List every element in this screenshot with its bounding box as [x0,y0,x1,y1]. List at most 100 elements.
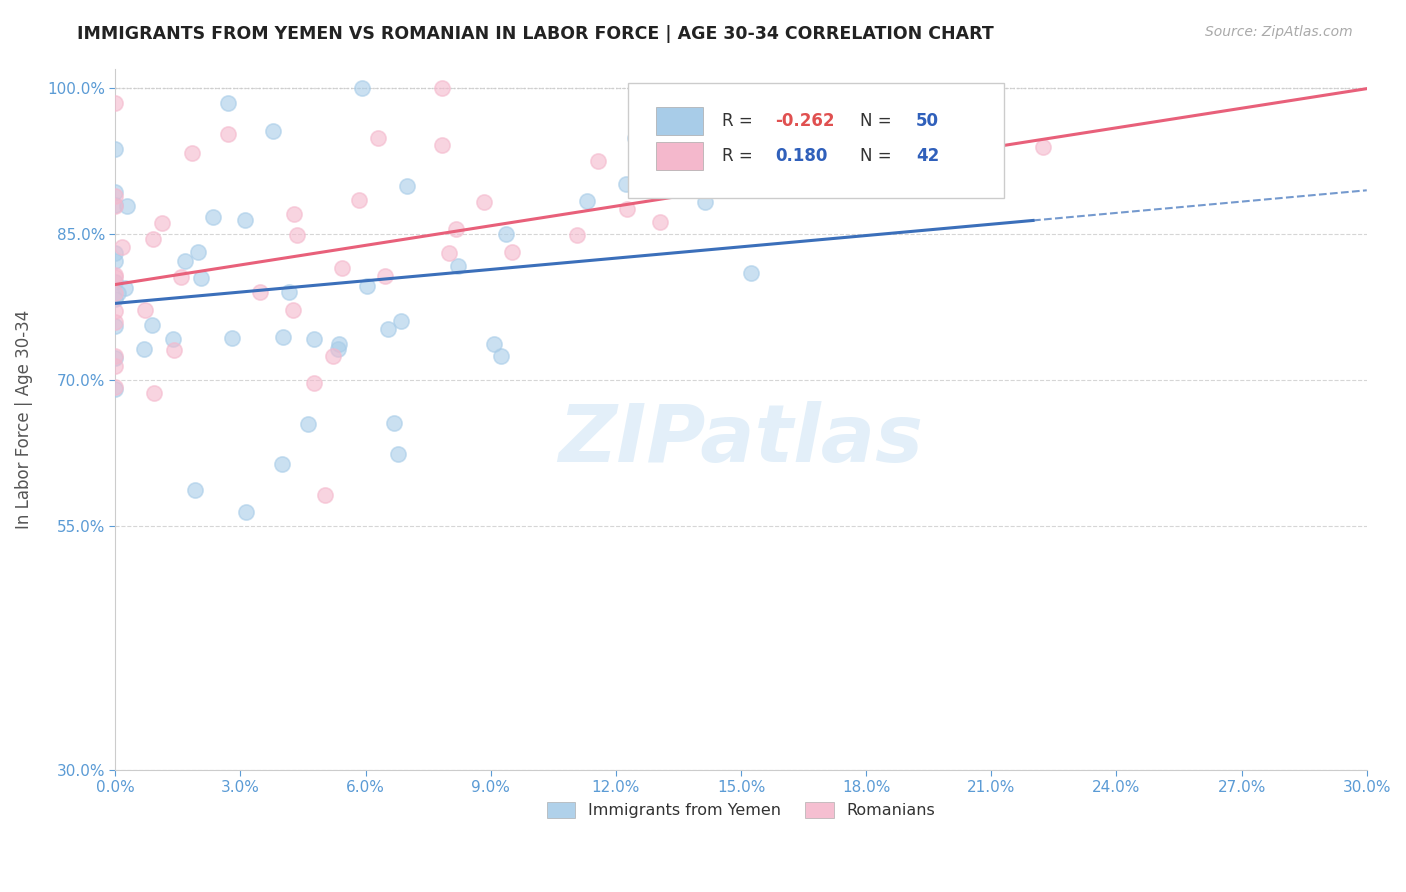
Point [396,179,419,194]
Point [104,359,127,374]
Point [271,330,294,344]
Text: R =: R = [723,112,758,130]
Point [187,245,209,260]
Text: ZIPatlas: ZIPatlas [558,401,924,479]
Point [184,483,207,497]
Text: 0.180: 0.180 [775,147,827,165]
Point [134,302,156,317]
Point [104,349,127,363]
Text: 42: 42 [917,147,939,165]
Point [283,207,305,221]
Point [304,332,326,346]
Text: -0.262: -0.262 [775,112,834,130]
Point [143,385,166,400]
Point [328,337,350,351]
Point [501,244,523,259]
Point [221,331,243,345]
Point [586,154,609,169]
Point [104,285,127,300]
Point [262,124,284,138]
Point [142,232,165,246]
Point [104,96,127,111]
Point [104,199,127,213]
Point [114,281,136,295]
Bar [657,107,703,135]
Y-axis label: In Labor Force | Age 30-34: In Labor Force | Age 30-34 [15,310,32,529]
Bar [657,142,703,170]
Point [297,417,319,432]
Point [314,488,336,502]
Point [1032,140,1054,154]
Text: R =: R = [723,147,758,165]
Point [104,382,127,396]
Point [104,304,127,318]
Point [104,292,127,306]
Point [163,343,186,357]
Point [190,271,212,285]
Point [695,195,717,210]
Point [202,210,225,224]
Point [576,194,599,208]
Text: 50: 50 [917,112,939,130]
Text: Source: ZipAtlas.com: Source: ZipAtlas.com [1205,25,1353,39]
Point [430,81,453,95]
Point [374,268,396,283]
Point [104,142,127,156]
Point [104,318,127,333]
Point [382,416,405,430]
Text: IMMIGRANTS FROM YEMEN VS ROMANIAN IN LABOR FORCE | AGE 30-34 CORRELATION CHART: IMMIGRANTS FROM YEMEN VS ROMANIAN IN LAB… [77,25,994,43]
Point [249,285,271,300]
Point [150,216,173,230]
Point [495,227,517,242]
Point [174,254,197,268]
Point [162,332,184,346]
Point [367,130,389,145]
Point [446,259,468,273]
Point [233,213,256,227]
Point [104,270,127,285]
Point [235,505,257,519]
Point [117,199,139,213]
Point [640,177,662,191]
Point [432,137,454,152]
Point [616,202,638,216]
Point [104,315,127,329]
Point [107,285,129,300]
Point [111,240,134,254]
Point [648,215,671,229]
Point [740,266,762,280]
Point [567,228,589,243]
Point [484,337,506,351]
Point [623,131,645,145]
Point [322,349,344,363]
Point [217,95,239,110]
Point [170,269,193,284]
Text: N =: N = [860,147,897,165]
Point [104,275,127,289]
Point [328,342,350,356]
Point [287,228,309,243]
Point [616,177,638,191]
Point [180,146,202,161]
Point [389,314,412,328]
FancyBboxPatch shape [628,83,1004,198]
Point [104,268,127,282]
Point [132,342,155,356]
Point [104,254,127,268]
Point [347,193,370,207]
Point [377,322,399,336]
Point [302,376,325,391]
Point [141,318,163,332]
Point [472,194,495,209]
Point [489,349,512,363]
Point [104,246,127,260]
Point [330,260,353,275]
Point [283,303,305,318]
Point [278,285,301,299]
Point [387,447,409,461]
Text: N =: N = [860,112,897,130]
Point [104,380,127,394]
Point [217,127,239,141]
Legend: Immigrants from Yemen, Romanians: Immigrants from Yemen, Romanians [540,796,942,825]
Point [104,185,127,199]
